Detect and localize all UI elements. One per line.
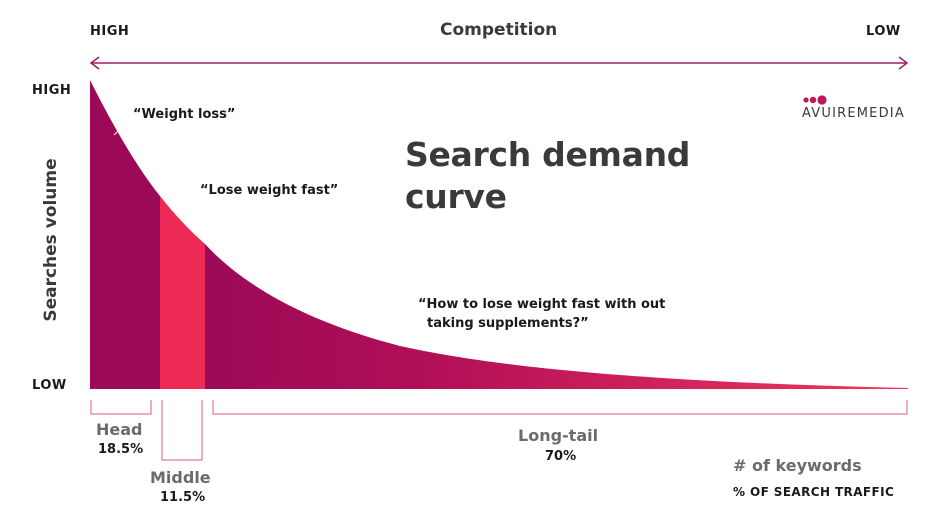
- head-segment-share: 18.5%: [98, 442, 144, 457]
- longtail-keyword-line1: “How to lose weight fast with out: [418, 297, 666, 312]
- head-segment-label: Head: [96, 420, 143, 439]
- middle-segment-label: Middle: [150, 468, 211, 487]
- middle-bracket: [161, 400, 203, 461]
- middle-segment-share: 11.5%: [160, 490, 206, 505]
- middle-area: [160, 196, 205, 389]
- brand-logo-icon: [803, 95, 827, 105]
- longtail-bracket: [212, 400, 908, 415]
- longtail-keyword-line2: taking supplements?”: [427, 316, 589, 331]
- head-bracket: [90, 400, 152, 415]
- brand-name: AVUIREMEDIA: [802, 106, 905, 121]
- volume-high-label: HIGH: [32, 83, 72, 98]
- chart-title: Search demand curve: [405, 134, 690, 218]
- legend-keywords: # of keywords: [733, 456, 862, 475]
- competition-high-label: HIGH: [90, 24, 130, 39]
- longtail-segment-share: 70%: [545, 449, 577, 464]
- middle-keyword: “Lose weight fast”: [200, 183, 339, 198]
- longtail-keyword: “How to lose weight fast with out taking…: [418, 295, 665, 333]
- head-area: [90, 80, 160, 389]
- longtail-area: [205, 244, 908, 389]
- chart-title-line1: Search demand: [405, 135, 691, 174]
- competition-axis-title: Competition: [440, 20, 558, 40]
- competition-low-label: LOW: [866, 24, 901, 39]
- legend-traffic: % OF SEARCH TRAFFIC: [733, 485, 895, 499]
- head-keyword: “Weight loss”: [133, 107, 236, 122]
- volume-low-label: LOW: [32, 378, 67, 393]
- longtail-segment-label: Long-tail: [518, 426, 599, 445]
- chart-title-line2: curve: [405, 177, 507, 216]
